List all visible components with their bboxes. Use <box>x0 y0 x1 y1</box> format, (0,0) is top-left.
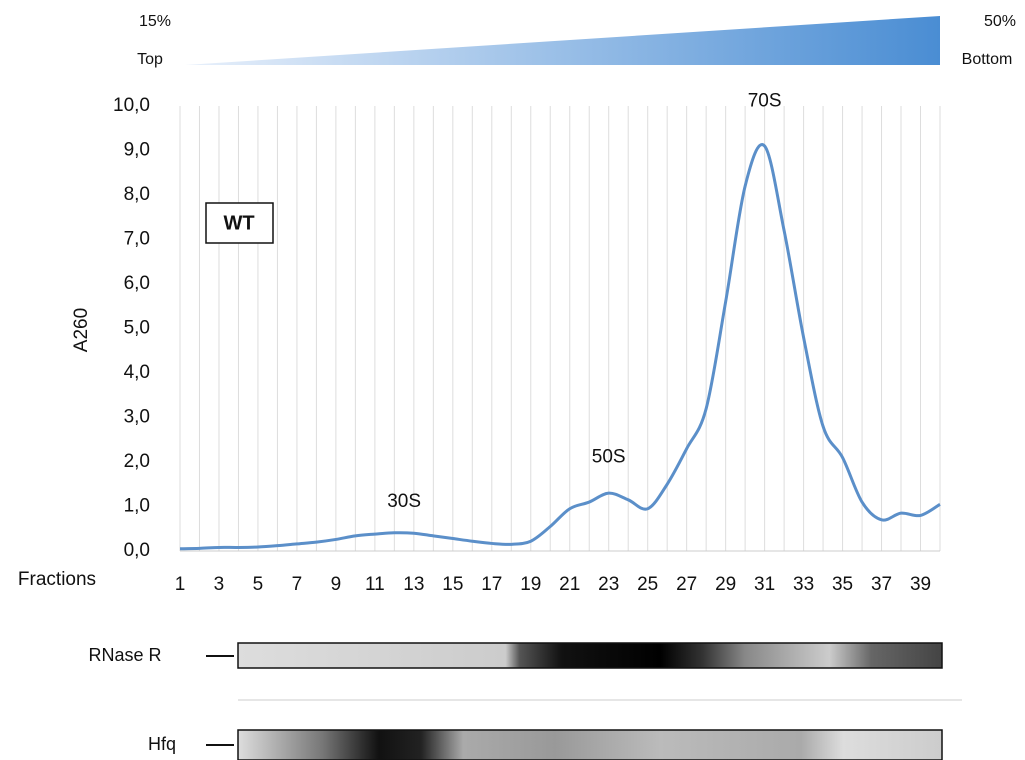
x-tick-label: 13 <box>403 574 424 595</box>
x-tick-label: 5 <box>253 574 264 595</box>
x-axis-title: Fractions <box>18 569 96 590</box>
y-tick-label: 1,0 <box>124 496 150 517</box>
y-tick-label: 8,0 <box>124 184 150 205</box>
gradient-wedge <box>185 16 940 65</box>
y-tick-label: 7,0 <box>124 229 150 250</box>
x-tick-label: 35 <box>832 574 853 595</box>
x-tick-label: 1 <box>175 574 186 595</box>
y-tick-label: 3,0 <box>124 407 150 428</box>
y-tick-label: 6,0 <box>124 273 150 294</box>
blot-label: RNase R <box>88 645 161 665</box>
x-tick-label: 31 <box>754 574 775 595</box>
x-tick-label: 9 <box>331 574 342 595</box>
y-tick-label: 2,0 <box>124 451 150 472</box>
blot-label: Hfq <box>148 734 176 754</box>
y-tick-label: 10,0 <box>113 95 150 116</box>
gradient-top-percent: 15% <box>139 13 171 30</box>
x-tick-label: 19 <box>520 574 541 595</box>
y-tick-label: 0,0 <box>124 540 150 561</box>
x-tick-label: 23 <box>598 574 619 595</box>
x-tick-label: 17 <box>481 574 502 595</box>
x-tick-label: 39 <box>910 574 931 595</box>
x-tick-label: 15 <box>442 574 463 595</box>
gradient-top-label: Top <box>137 51 163 68</box>
blot-image <box>238 730 942 760</box>
x-tick-label: 11 <box>365 574 385 595</box>
x-tick-label: 27 <box>676 574 697 595</box>
gradient-bottom-percent: 50% <box>984 13 1016 30</box>
blot-image <box>238 643 942 668</box>
x-tick-label: 3 <box>214 574 225 595</box>
y-tick-label: 4,0 <box>124 362 150 383</box>
x-tick-label: 7 <box>292 574 303 595</box>
legend-entry: WT <box>223 212 254 234</box>
y-tick-label: 5,0 <box>124 318 150 339</box>
gradient-bottom-label: Bottom <box>962 51 1013 68</box>
x-tick-label: 33 <box>793 574 814 595</box>
annotation: 30S <box>387 491 421 512</box>
x-tick-label: 25 <box>637 574 658 595</box>
x-tick-label: 37 <box>871 574 892 595</box>
annotation: 70S <box>748 91 782 112</box>
y-tick-label: 9,0 <box>124 140 150 161</box>
data-line <box>180 145 940 549</box>
annotation: 50S <box>592 447 626 468</box>
x-tick-label: 29 <box>715 574 736 595</box>
x-tick-label: 21 <box>559 574 580 595</box>
y-axis-title: A260 <box>71 308 92 352</box>
chart: 15% Top 50% Bottom Fractions A260 0,0 1,0… <box>0 0 1025 760</box>
